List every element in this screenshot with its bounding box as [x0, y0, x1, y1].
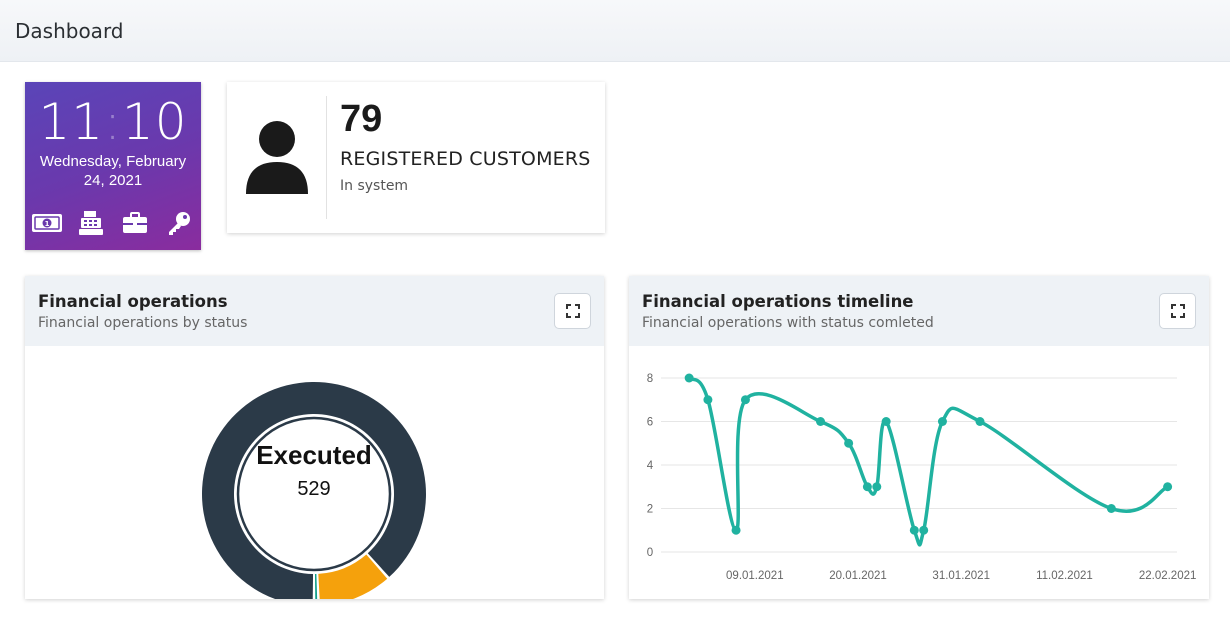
- clock-tile: 11:10 Wednesday, February 24, 2021 1: [25, 82, 201, 250]
- panel-subtitle: Financial operations by status: [38, 315, 248, 331]
- svg-text:1: 1: [45, 220, 50, 228]
- data-point[interactable]: [862, 482, 872, 492]
- financial-operations-panel: Financial operations Financial operation…: [25, 276, 604, 599]
- data-point[interactable]: [815, 417, 825, 426]
- data-point[interactable]: [881, 417, 891, 426]
- page-title: Dashboard: [15, 19, 124, 43]
- x-tick-label: 22.02.2021: [1139, 570, 1197, 582]
- donut-center-value: 529: [297, 478, 330, 500]
- clock-hours: 11: [38, 93, 105, 151]
- expand-button[interactable]: [554, 293, 591, 329]
- avatar-container: [227, 96, 327, 219]
- x-tick-label: 31.01.2021: [932, 570, 990, 582]
- data-point[interactable]: [703, 395, 713, 405]
- customers-subtitle: In system: [340, 178, 409, 194]
- data-point[interactable]: [919, 525, 929, 535]
- y-tick-label: 2: [647, 504, 653, 516]
- panel-header: Financial operations timeline Financial …: [629, 276, 1209, 346]
- data-point[interactable]: [731, 525, 741, 535]
- clock-time: 11:10: [25, 94, 201, 150]
- fullscreen-icon: [565, 304, 580, 318]
- donut-slice-0[interactable]: [201, 382, 426, 599]
- data-point[interactable]: [740, 395, 750, 405]
- donut-slice-1[interactable]: [318, 554, 388, 599]
- expand-button[interactable]: [1159, 293, 1196, 329]
- data-point[interactable]: [909, 525, 919, 535]
- cash-register-icon[interactable]: [75, 208, 107, 238]
- key-icon[interactable]: [163, 208, 195, 238]
- x-tick-label: 20.01.2021: [829, 570, 887, 582]
- timeline-panel: Financial operations timeline Financial …: [629, 276, 1209, 599]
- user-icon: [245, 120, 308, 194]
- x-tick-label: 09.01.2021: [726, 570, 784, 582]
- donut-center-label: Executed: [256, 440, 372, 470]
- clock-minutes: 10: [121, 93, 188, 151]
- quick-actions: 1: [25, 208, 201, 238]
- panel-title: Financial operations timeline: [642, 292, 914, 311]
- donut-slice-2[interactable]: [314, 573, 318, 599]
- data-point[interactable]: [684, 373, 694, 383]
- data-point[interactable]: [844, 438, 854, 448]
- series-line: [687, 376, 1170, 547]
- top-bar: Dashboard: [0, 0, 1230, 62]
- y-tick-label: 8: [647, 373, 653, 385]
- x-tick-label: 11.02.2021: [1036, 570, 1093, 582]
- data-point[interactable]: [975, 417, 985, 426]
- line-chart: 0 2 4 6 8 09.01.2021 20.01.2021 31.01.2021 11.02…: [647, 373, 1197, 582]
- clock-date: Wednesday, February 24, 2021: [25, 152, 201, 190]
- panel-header: Financial operations Financial operation…: [25, 276, 604, 346]
- customers-label: REGISTERED CUSTOMERS: [340, 148, 591, 170]
- donut-inner-ring: [236, 416, 392, 572]
- money-icon[interactable]: 1: [31, 208, 63, 238]
- panel-title: Financial operations: [38, 292, 228, 311]
- customers-count: 79: [340, 98, 383, 140]
- data-point[interactable]: [1163, 482, 1173, 492]
- y-tick-label: 6: [647, 417, 653, 429]
- clock-date-line1: Wednesday, February: [39, 153, 187, 170]
- clock-separator: :: [104, 93, 122, 151]
- briefcase-icon[interactable]: [119, 208, 151, 238]
- clock-date-line2: 24, 2021: [83, 172, 143, 189]
- data-point[interactable]: [937, 417, 947, 426]
- fullscreen-icon: [1170, 304, 1185, 318]
- y-tick-label: 4: [647, 460, 654, 472]
- customers-card: 79 REGISTERED CUSTOMERS In system: [227, 82, 605, 233]
- data-point[interactable]: [1106, 504, 1116, 513]
- y-tick-label: 0: [647, 547, 653, 559]
- donut-chart: Executed 529: [201, 382, 426, 599]
- panel-subtitle: Financial operations with status comlete…: [642, 315, 934, 331]
- data-point[interactable]: [872, 482, 882, 492]
